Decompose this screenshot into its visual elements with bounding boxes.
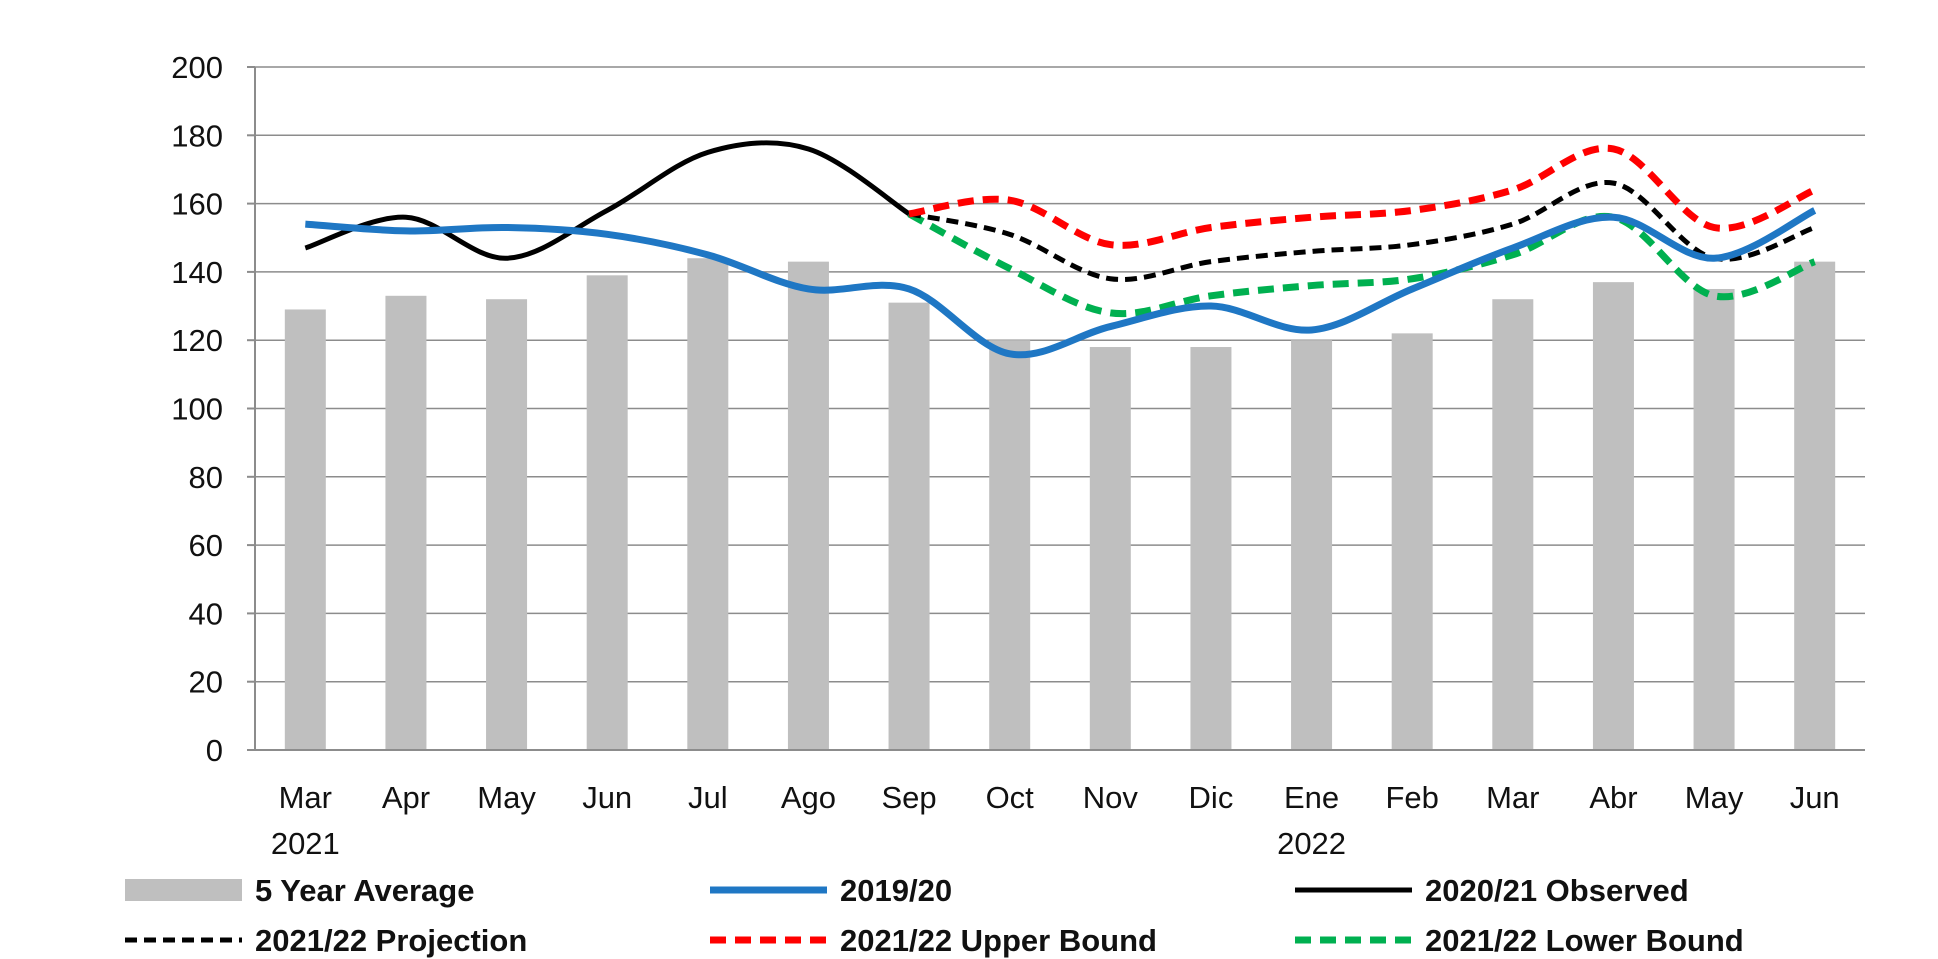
- bar: [1794, 261, 1836, 750]
- x-tick-label: Apr: [382, 780, 430, 815]
- bar: [888, 302, 930, 750]
- bar: [385, 295, 427, 750]
- bar: [687, 258, 729, 750]
- bar: [1693, 288, 1735, 750]
- y-tick-label: 60: [189, 528, 223, 563]
- bar: [1190, 347, 1232, 750]
- x-tick-label: Nov: [1083, 780, 1139, 815]
- bar-series: [284, 258, 1836, 750]
- legend-label: 2019/20: [840, 873, 952, 908]
- series-line-2019-20: [305, 207, 1817, 359]
- bar: [486, 299, 528, 750]
- x-tick-label: May: [477, 780, 536, 815]
- legend-label: 2021/22 Upper Bound: [840, 923, 1157, 958]
- y-tick-label: 160: [171, 187, 223, 222]
- y-tick-labels: 0 20 40 60 80 100 120 140 160 180 200: [171, 50, 223, 768]
- x-tick-label: Sep: [881, 780, 936, 815]
- series-line-2021-22-lower-bound: [907, 210, 1816, 318]
- y-tick-label: 80: [189, 460, 223, 495]
- x-tick-label: Mar: [279, 780, 332, 815]
- legend-swatch-5-year-average: [125, 879, 242, 901]
- y-tick-label: 140: [171, 255, 223, 290]
- legend-label: 5 Year Average: [255, 873, 474, 908]
- x-tick-label: Ene: [1284, 780, 1339, 815]
- y-tick-label: 0: [206, 733, 223, 768]
- x-tick-label: May: [1685, 780, 1744, 815]
- legend: 5 Year Average 2019/20 2020/21 Observed 202…: [125, 873, 1744, 958]
- x-tick-label: Jul: [688, 780, 728, 815]
- series-line-2021-22-projection: [908, 180, 1816, 282]
- y-tick-label: 120: [171, 323, 223, 358]
- series-line-2020-21-observed: [304, 140, 911, 261]
- y-tick-label: 40: [189, 596, 223, 631]
- bar: [1089, 347, 1131, 750]
- bar: [1391, 333, 1433, 750]
- series-line-2021-22-upper-bound: [908, 144, 1817, 249]
- year-label: 2021: [271, 826, 340, 861]
- x-tick-label: Jun: [1790, 780, 1840, 815]
- year-label: 2022: [1277, 826, 1346, 861]
- x-tick-label: Abr: [1589, 780, 1637, 815]
- legend-label: 2021/22 Lower Bound: [1425, 923, 1744, 958]
- legend-label: 2021/22 Projection: [255, 923, 527, 958]
- x-tick-label: Oct: [986, 780, 1035, 815]
- x-tick-labels: Mar Apr May Jun Jul Ago Sep Oct Nov Dic Ene Feb Mar A…: [271, 780, 1840, 861]
- line-series: [304, 140, 1817, 359]
- x-tick-label: Jun: [582, 780, 632, 815]
- x-tick-label: Dic: [1189, 780, 1234, 815]
- bar: [787, 261, 829, 750]
- bar: [1291, 340, 1333, 750]
- y-tick-label: 180: [171, 118, 223, 153]
- bar: [1592, 282, 1634, 750]
- y-tick-label: 20: [189, 665, 223, 700]
- y-tick-label: 100: [171, 392, 223, 427]
- legend-label: 2020/21 Observed: [1425, 873, 1689, 908]
- axes: [247, 66, 1865, 751]
- bar: [989, 340, 1031, 750]
- bar: [284, 309, 326, 750]
- bar: [1492, 299, 1534, 750]
- x-tick-label: Mar: [1486, 780, 1539, 815]
- y-tick-label: 200: [171, 50, 223, 85]
- bar: [586, 275, 628, 750]
- x-tick-label: Ago: [781, 780, 836, 815]
- x-tick-label: Feb: [1385, 780, 1438, 815]
